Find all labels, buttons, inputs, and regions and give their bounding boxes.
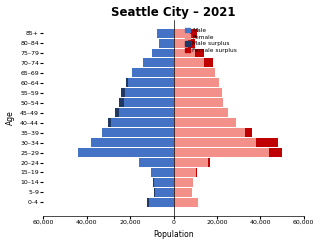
Bar — [173, 158, 208, 167]
Bar — [173, 88, 222, 97]
Bar — [119, 108, 173, 117]
Bar — [125, 88, 173, 97]
Bar — [245, 128, 252, 137]
Bar — [102, 128, 173, 137]
Bar — [151, 168, 173, 177]
Bar — [173, 29, 190, 37]
Bar — [173, 68, 215, 77]
Bar — [256, 138, 278, 147]
Bar — [173, 59, 204, 67]
Bar — [119, 98, 124, 107]
Y-axis label: Age: Age — [5, 110, 14, 125]
Bar — [195, 49, 204, 58]
Bar — [173, 138, 256, 147]
Bar — [204, 59, 212, 67]
Bar — [157, 29, 173, 37]
Bar — [154, 188, 155, 197]
Bar — [152, 49, 173, 58]
Bar — [173, 188, 192, 197]
Bar — [91, 138, 173, 147]
Bar — [153, 178, 154, 187]
Bar — [188, 38, 195, 48]
Bar — [173, 108, 228, 117]
Bar — [173, 49, 195, 58]
Bar — [173, 148, 269, 157]
Bar — [143, 59, 173, 67]
Bar — [108, 118, 111, 127]
Title: Seattle City – 2021: Seattle City – 2021 — [111, 6, 236, 19]
Bar — [173, 198, 198, 207]
Bar — [196, 168, 197, 177]
Bar — [132, 68, 173, 77]
Bar — [78, 148, 173, 157]
Bar — [139, 158, 173, 167]
Bar — [111, 118, 173, 127]
Bar — [173, 78, 219, 87]
Bar — [208, 158, 211, 167]
Bar — [173, 118, 236, 127]
Bar — [269, 148, 282, 157]
Bar — [128, 78, 173, 87]
Bar — [173, 98, 223, 107]
Bar — [159, 38, 173, 48]
Bar — [173, 128, 245, 137]
Legend: Male, Female, Male surplus, Female surplus: Male, Female, Male surplus, Female surpl… — [184, 26, 238, 54]
Bar — [154, 178, 173, 187]
Bar — [115, 108, 119, 117]
Bar — [155, 188, 173, 197]
Bar — [173, 38, 188, 48]
Bar — [121, 88, 125, 97]
Bar — [190, 29, 197, 37]
Bar — [173, 178, 193, 187]
Bar — [173, 168, 196, 177]
Bar — [148, 198, 173, 207]
X-axis label: Population: Population — [153, 231, 194, 239]
Bar — [126, 78, 128, 87]
Bar — [124, 98, 173, 107]
